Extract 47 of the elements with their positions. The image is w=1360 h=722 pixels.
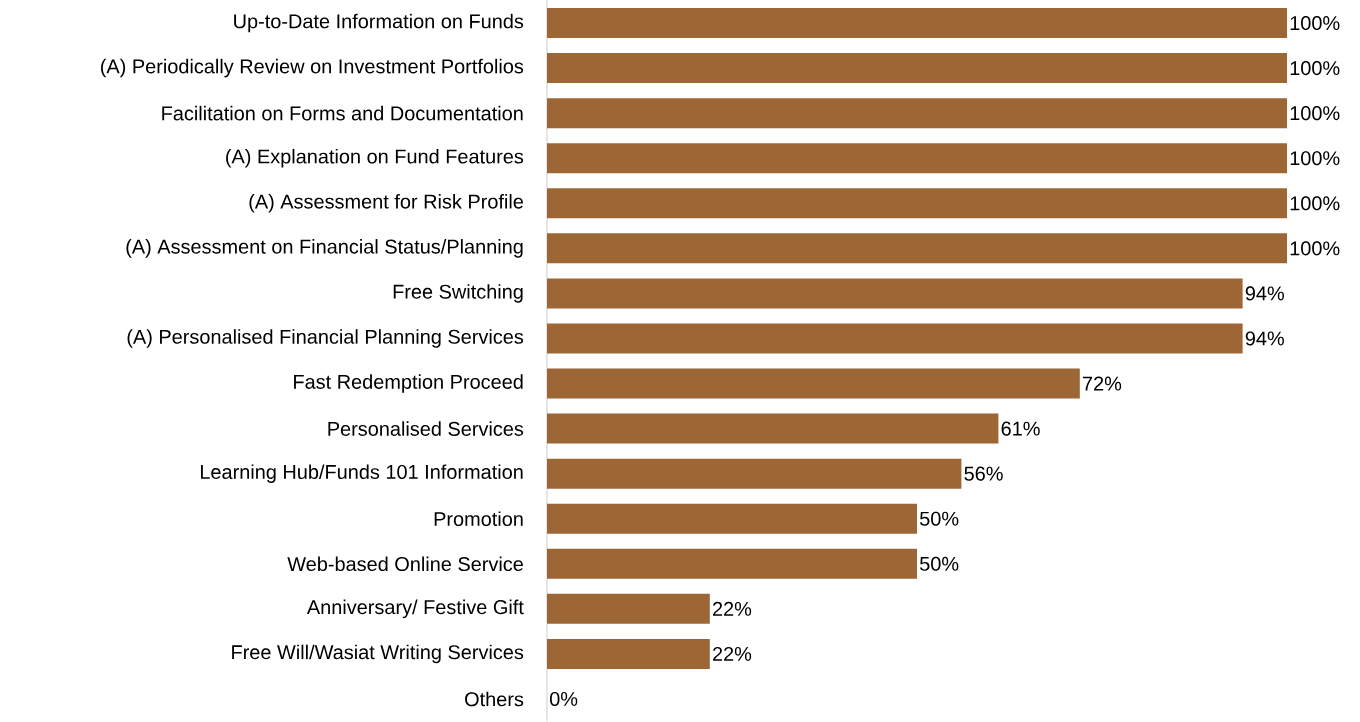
y-tick-label: (A) Periodically Review on Investment Portfolios <box>101 58 524 78</box>
bar <box>547 503 917 534</box>
data-label: 100% <box>1290 241 1340 256</box>
data-label: 100% <box>1290 15 1340 31</box>
bar <box>547 638 710 669</box>
data-label: 50% <box>920 511 959 526</box>
bar <box>547 413 999 444</box>
data-label: 94% <box>1245 286 1284 301</box>
y-tick-label: (A) Assessment for Risk Profile <box>249 194 523 213</box>
bar <box>547 98 1288 129</box>
y-tick-label: Facilitation on Forms and Documentation <box>162 105 523 121</box>
y-tick-label: (A) Assessment on Financial Status/Planning <box>126 239 523 258</box>
y-tick-label: Free Switching <box>393 284 523 303</box>
bar <box>547 278 1243 309</box>
y-tick-label: Up-to-Date Information on Funds <box>234 13 524 33</box>
y-tick-label: Fast Redemption Proceed <box>294 374 523 393</box>
data-label: 22% <box>713 646 752 661</box>
y-tick-label: Personalised Services <box>328 421 524 436</box>
bar <box>547 143 1288 174</box>
data-label: 100% <box>1290 196 1340 211</box>
y-tick-label: Others <box>465 691 524 707</box>
bar <box>547 593 710 624</box>
data-label: 61% <box>1001 421 1040 436</box>
bar <box>547 8 1288 39</box>
y-tick-label: (A) Personalised Financial Planning Services <box>127 329 524 348</box>
bar <box>547 548 917 579</box>
data-label: 50% <box>920 556 959 571</box>
bar <box>547 233 1288 264</box>
data-label: 94% <box>1245 331 1284 346</box>
bar <box>547 188 1288 219</box>
bar <box>547 368 1080 399</box>
data-label: 56% <box>964 466 1003 481</box>
data-label: 100% <box>1290 61 1340 76</box>
bar <box>547 323 1243 354</box>
y-tick-label: Web-based Online Service <box>287 556 523 572</box>
bar <box>547 53 1288 84</box>
bar <box>547 458 962 489</box>
data-label: 0% <box>549 691 578 707</box>
data-label: 22% <box>713 601 752 616</box>
y-tick-label: Learning Hub/Funds 101 Information <box>201 464 523 483</box>
y-tick-label: Promotion <box>434 511 523 527</box>
data-label: 72% <box>1083 376 1122 391</box>
y-tick-label: Anniversary/ Festive Gift <box>306 599 524 619</box>
data-label: 100% <box>1290 106 1340 121</box>
y-tick-label: Free Will/Wasiat Writing Services <box>232 644 524 664</box>
data-label: 100% <box>1290 151 1340 166</box>
y-tick-label: (A) Explanation on Fund Features <box>226 148 524 168</box>
